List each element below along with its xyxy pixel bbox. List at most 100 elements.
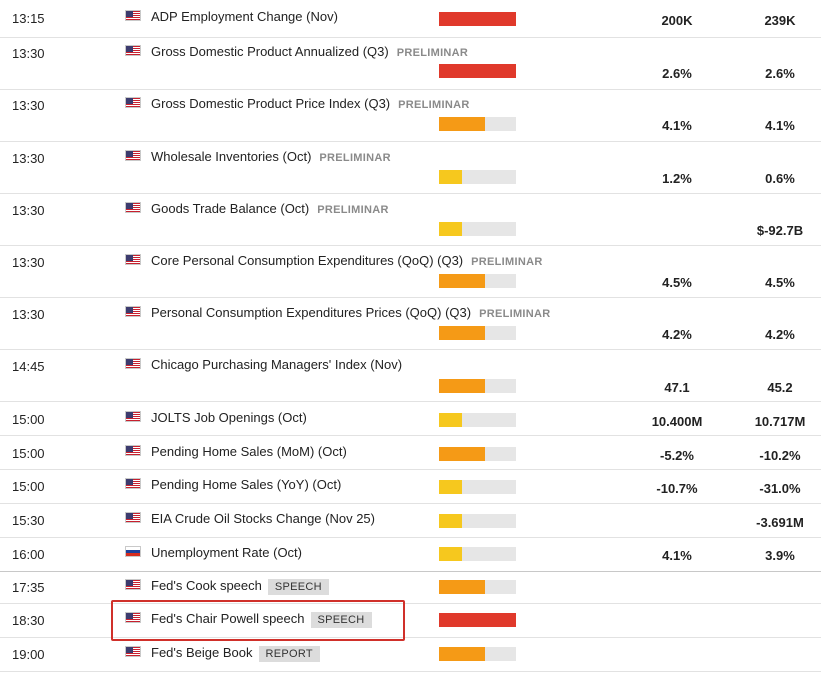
event-title-group: EIA Crude Oil Stocks Change (Nov 25) <box>151 511 375 526</box>
event-row[interactable]: 15:30 EIA Crude Oil Stocks Change (Nov 25… <box>0 504 821 538</box>
event-title-group: Gross Domestic Product Annualized (Q3) PR… <box>151 44 468 59</box>
us-flag-icon <box>125 478 141 489</box>
impact-bar-fill <box>439 413 463 427</box>
event-title-group: Chicago Purchasing Managers' Index (Nov) <box>151 357 402 372</box>
event-tag: PRELIMINAR <box>479 308 551 320</box>
previous-value: 4.1% <box>765 118 795 133</box>
impact-bar-fill <box>439 222 463 236</box>
event-title[interactable]: Core Personal Consumption Expenditures (… <box>151 253 464 268</box>
event-title[interactable]: Gross Domestic Product Price Index (Q3) <box>151 96 391 111</box>
actual-value: 4.1% <box>662 118 692 133</box>
impact-bar-fill <box>439 447 486 461</box>
event-row[interactable]: 14:45 Chicago Purchasing Managers' Index … <box>0 350 821 402</box>
impact-bar <box>439 447 516 461</box>
event-title[interactable]: Pending Home Sales (YoY) (Oct) <box>151 477 342 492</box>
us-flag-icon <box>125 10 141 21</box>
previous-value: 4.5% <box>765 275 795 290</box>
event-row[interactable]: 19:00 Fed's Beige Book REPORT <box>0 638 821 672</box>
us-flag-icon <box>125 150 141 161</box>
us-flag-icon <box>125 612 141 623</box>
impact-bar <box>439 326 516 340</box>
us-flag-icon <box>125 306 141 317</box>
event-row[interactable]: 17:35 Fed's Cook speech SPEECH <box>0 572 821 604</box>
previous-value: -10.2% <box>759 448 801 463</box>
previous-value: $-92.7B <box>756 223 804 238</box>
event-title[interactable]: Goods Trade Balance (Oct) <box>151 201 310 216</box>
actual-value: 2.6% <box>662 66 692 81</box>
impact-bar <box>439 647 516 661</box>
impact-bar-fill <box>439 514 463 528</box>
event-row[interactable]: 15:00 JOLTS Job Openings (Oct) 10.400M 10.7… <box>0 402 821 436</box>
event-type-badge: SPEECH <box>310 612 372 628</box>
event-time: 15:00 <box>12 446 45 461</box>
previous-value: 0.6% <box>765 171 795 186</box>
impact-bar-fill <box>439 580 486 594</box>
previous-value: -31.0% <box>759 481 801 496</box>
event-time: 13:30 <box>12 203 45 218</box>
impact-bar <box>439 613 516 627</box>
event-title[interactable]: Fed's Beige Book <box>151 645 253 660</box>
event-row[interactable]: 18:30 Fed's Chair Powell speech SPEECH <box>0 604 821 638</box>
impact-bar-fill <box>439 379 486 393</box>
event-time: 14:45 <box>12 359 45 374</box>
event-row[interactable]: 13:30 Gross Domestic Product Annualized (… <box>0 38 821 90</box>
event-row[interactable]: 13:30 Goods Trade Balance (Oct) PRELIMINAR… <box>0 194 821 246</box>
event-title-group: Gross Domestic Product Price Index (Q3) P… <box>151 96 470 111</box>
actual-value: 10.400M <box>651 414 703 429</box>
impact-bar <box>439 480 516 494</box>
event-title-group: Pending Home Sales (MoM) (Oct) <box>151 444 347 459</box>
impact-bar <box>439 170 516 184</box>
event-title-group: Unemployment Rate (Oct) <box>151 545 302 560</box>
event-title-group: Personal Consumption Expenditures Prices… <box>151 305 551 320</box>
impact-bar-fill <box>439 64 516 78</box>
us-flag-icon <box>125 579 141 590</box>
us-flag-icon <box>125 445 141 456</box>
event-title-group: JOLTS Job Openings (Oct) <box>151 410 307 425</box>
event-title[interactable]: Fed's Chair Powell speech <box>151 611 305 626</box>
event-time: 13:15 <box>12 11 45 26</box>
us-flag-icon <box>125 512 141 523</box>
event-row[interactable]: 13:30 Wholesale Inventories (Oct) PRELIMIN… <box>0 142 821 194</box>
event-row[interactable]: 13:30 Gross Domestic Product Price Index … <box>0 90 821 142</box>
event-title[interactable]: Chicago Purchasing Managers' Index (Nov) <box>151 357 403 372</box>
event-title[interactable]: Gross Domestic Product Annualized (Q3) <box>151 44 389 59</box>
event-title[interactable]: Personal Consumption Expenditures Prices… <box>151 305 472 320</box>
event-row[interactable]: 13:30 Personal Consumption Expenditures P… <box>0 298 821 350</box>
event-title[interactable]: Unemployment Rate (Oct) <box>151 545 302 560</box>
event-row[interactable]: 13:30 Core Personal Consumption Expenditu… <box>0 246 821 298</box>
impact-bar <box>439 514 516 528</box>
us-flag-icon <box>125 646 141 657</box>
actual-value: -5.2% <box>660 448 694 463</box>
event-title-group: Fed's Cook speech SPEECH <box>151 578 329 595</box>
impact-bar-fill <box>439 613 516 627</box>
previous-value: 4.2% <box>765 327 795 342</box>
previous-value: 2.6% <box>765 66 795 81</box>
impact-bar-fill <box>439 170 463 184</box>
event-title[interactable]: EIA Crude Oil Stocks Change (Nov 25) <box>151 511 375 526</box>
event-row[interactable]: 16:00 Unemployment Rate (Oct) 4.1% 3.9% <box>0 538 821 572</box>
impact-bar <box>439 547 516 561</box>
us-flag-icon <box>125 254 141 265</box>
event-title[interactable]: JOLTS Job Openings (Oct) <box>151 410 307 425</box>
actual-value: -10.7% <box>656 481 698 496</box>
event-title[interactable]: ADP Employment Change (Nov) <box>151 9 338 24</box>
event-time: 15:30 <box>12 513 45 528</box>
event-title[interactable]: Fed's Cook speech <box>151 578 262 593</box>
impact-bar <box>439 117 516 131</box>
event-tag: PRELIMINAR <box>317 204 389 216</box>
event-title-group: Fed's Chair Powell speech SPEECH <box>151 611 372 628</box>
event-row[interactable]: 15:00 Pending Home Sales (MoM) (Oct) -5.2%… <box>0 436 821 470</box>
impact-bar <box>439 64 516 78</box>
event-tag: PRELIMINAR <box>319 152 391 164</box>
event-title[interactable]: Wholesale Inventories (Oct) <box>151 149 312 164</box>
actual-value: 1.2% <box>662 171 692 186</box>
event-time: 13:30 <box>12 46 45 61</box>
event-title[interactable]: Pending Home Sales (MoM) (Oct) <box>151 444 347 459</box>
previous-value: -3.691M <box>756 515 804 530</box>
impact-bar <box>439 580 516 594</box>
event-type-badge: REPORT <box>258 646 320 662</box>
event-title-group: Fed's Beige Book REPORT <box>151 645 320 662</box>
event-row[interactable]: 13:15 ADP Employment Change (Nov) 200K 239K <box>0 0 821 38</box>
impact-bar <box>439 413 516 427</box>
event-row[interactable]: 15:00 Pending Home Sales (YoY) (Oct) -10.7… <box>0 470 821 504</box>
